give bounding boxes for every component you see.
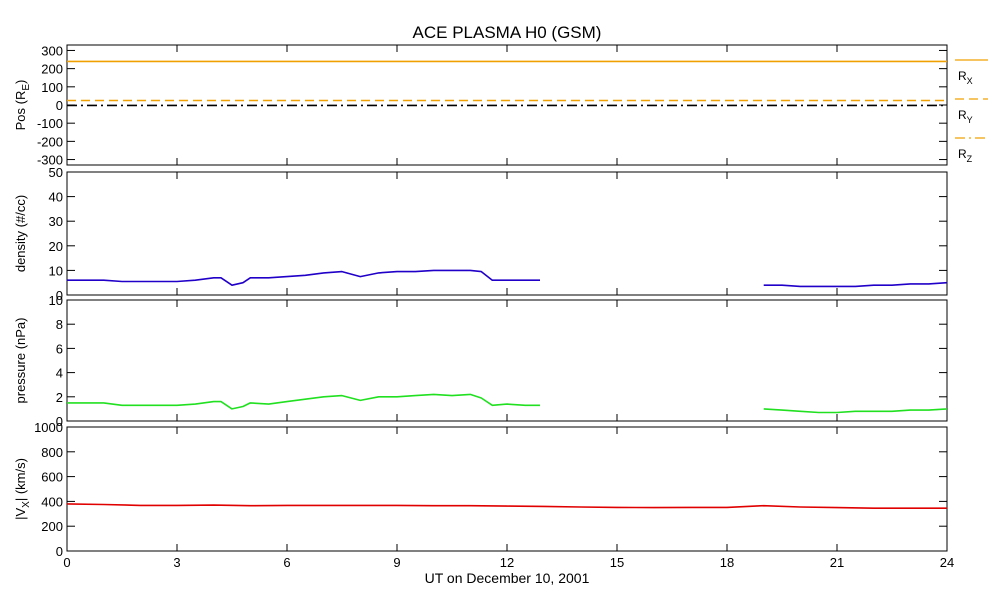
y-tick-label: 600 — [41, 470, 63, 485]
y-tick-label: 0 — [56, 288, 63, 303]
panel-density: 50 40 30 20 10 0 density (#/cc) — [13, 165, 948, 303]
y-tick-label: 30 — [49, 214, 63, 229]
panel-frame — [66, 171, 948, 296]
x-tick-label: 18 — [720, 555, 734, 570]
y-tick-label: 0 — [56, 414, 63, 429]
x-tick-label: 0 — [63, 555, 70, 570]
y-tick-label: 2 — [56, 390, 63, 405]
x-tick-label: 6 — [283, 555, 290, 570]
y-tick-label: 8 — [56, 317, 63, 332]
y-tick-label: 50 — [49, 165, 63, 180]
x-tick-label: 12 — [500, 555, 514, 570]
legend-entry: RZ — [958, 147, 973, 164]
y-axis-label-subscript: E — [21, 84, 32, 91]
panel-frame — [66, 426, 948, 552]
y-tick-label: 10 — [49, 263, 63, 278]
y-axis-label-close: ) — [13, 80, 28, 84]
y-axis-label-text: Pos (R — [13, 91, 28, 131]
y-tick-label: 20 — [49, 239, 63, 254]
x-axis-label: UT on December 10, 2001 — [425, 570, 590, 586]
y-axis-label: density (#/cc) — [13, 195, 28, 272]
y-tick-label: 10 — [49, 293, 63, 308]
y-tick-label: 4 — [56, 366, 63, 381]
y-tick-label: 6 — [56, 341, 63, 356]
legend-entry: RY — [958, 108, 973, 125]
x-tick-label: 3 — [173, 555, 180, 570]
panel-vx: 1000 800 600 400 200 0 |VX| (km/s) — [13, 420, 948, 559]
panel-pressure: 10 8 6 4 2 0 pressure (nPa) — [13, 293, 948, 429]
legend-entry: RX — [958, 69, 973, 86]
legend-entry-text: R — [958, 147, 967, 161]
y-tick-label: 0 — [56, 98, 63, 113]
series-line-density — [763, 281, 948, 288]
x-tick-label: 24 — [940, 555, 954, 570]
y-axis-label: pressure (nPa) — [13, 318, 28, 404]
y-tick-label: 1000 — [34, 420, 63, 435]
y-tick-label: 400 — [41, 494, 63, 509]
y-axis-label-text: pressure (nPa) — [13, 318, 28, 404]
legend-entry-text: R — [958, 108, 967, 122]
y-axis-label-close: | (km/s) — [13, 458, 28, 501]
y-axis-label: |VX| (km/s) — [13, 458, 32, 520]
series-line-density — [67, 269, 540, 287]
y-tick-label: -300 — [37, 153, 63, 168]
y-tick-label: -100 — [37, 116, 63, 131]
series-line-vx — [66, 503, 947, 510]
y-tick-label: 800 — [41, 445, 63, 460]
x-tick-label: 21 — [830, 555, 844, 570]
legend-entry-subscript: Y — [967, 115, 973, 125]
series-line-pressure — [763, 408, 948, 414]
y-tick-label: 300 — [41, 43, 63, 58]
legend-entry-text: R — [958, 69, 967, 83]
y-tick-label: 0 — [56, 544, 63, 559]
chart-title: ACE PLASMA H0 (GSM) — [413, 23, 602, 42]
y-tick-label: 40 — [49, 190, 63, 205]
legend-entry-subscript: X — [967, 76, 973, 86]
x-tick-label: 15 — [610, 555, 624, 570]
y-axis-label-text: |V — [13, 508, 28, 520]
y-tick-label: -200 — [37, 134, 63, 149]
legend-entry-subscript: Z — [967, 154, 973, 164]
x-axis: 0 3 6 9 12 15 18 21 24 — [63, 555, 954, 570]
series-line-pressure — [67, 393, 540, 410]
y-axis-label-text: density (#/cc) — [13, 195, 28, 272]
y-tick-label: 200 — [41, 519, 63, 534]
y-axis-label-subscript: X — [21, 501, 32, 508]
y-tick-label: 100 — [41, 80, 63, 95]
y-tick-label: 200 — [41, 62, 63, 77]
y-axis-label: Pos (RE) — [13, 80, 32, 131]
x-tick-label: 9 — [393, 555, 400, 570]
